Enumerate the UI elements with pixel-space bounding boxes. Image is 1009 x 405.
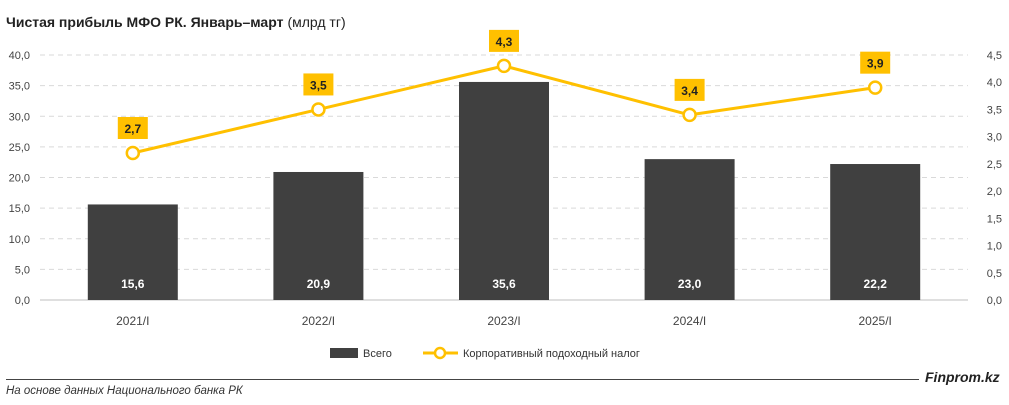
source-note: На основе данных Национального банка РК	[6, 385, 243, 397]
bar-value-label: 23,0	[678, 277, 702, 291]
y-right-tick-label: 2,5	[987, 159, 1002, 171]
line-point	[496, 58, 512, 74]
bar-value-label: 15,6	[121, 277, 145, 291]
chart-title: Чистая прибыль МФО РК. Январь–март (млрд …	[6, 14, 346, 30]
brand-logo-text: Finprom.kz	[925, 369, 1000, 385]
line-value-label-box	[674, 78, 705, 101]
x-tick-label: 2022/I	[302, 314, 335, 328]
line-point	[867, 80, 883, 95]
left-axis: 0,0 5,0 10,0 15,0 20,0 25,0 30,0 35,0 40,0	[9, 50, 30, 307]
y-left-tick-label: 5,0	[15, 264, 30, 276]
line-layer: 2,7 3,5 4,3 3,4 3,9	[117, 29, 891, 161]
legend-swatch-bar	[330, 348, 358, 358]
bar-value-label: 20,9	[307, 277, 331, 291]
y-left-tick-label: 10,0	[9, 234, 30, 246]
line-value-label-box	[860, 51, 891, 74]
y-left-tick-label: 20,0	[9, 173, 30, 185]
line-point	[682, 107, 697, 123]
bar	[273, 171, 364, 300]
y-left-tick-label: 25,0	[9, 142, 30, 154]
y-left-tick-label: 30,0	[9, 111, 30, 123]
line-value-label: 3,5	[310, 78, 327, 92]
legend-label-line: Корпоративный подоходный налог	[463, 348, 640, 360]
y-left-tick-label: 40,0	[9, 50, 30, 62]
y-left-tick-label: 15,0	[9, 203, 30, 215]
line-value-label: 2,7	[124, 122, 141, 136]
bar	[459, 81, 549, 300]
line-value-label-box	[303, 73, 334, 96]
line-value-label: 3,9	[867, 57, 884, 71]
x-tick-label: 2021/I	[116, 314, 149, 328]
y-right-tick-label: 4,5	[987, 50, 1002, 62]
bar	[87, 204, 178, 300]
line-value-label-box	[117, 117, 148, 139]
bar-value-label: 22,2	[864, 277, 888, 291]
y-right-tick-label: 0,5	[987, 268, 1002, 280]
legend-label-bar: Всего	[363, 348, 392, 360]
line-point	[125, 145, 141, 161]
x-axis: 2021/I 2022/I 2023/I 2024/I 2025/I	[116, 314, 892, 328]
bar	[830, 164, 921, 300]
chart-title-unit: (млрд тг)	[287, 14, 346, 30]
y-left-tick-label: 35,0	[9, 81, 30, 93]
line-value-label-box	[489, 29, 519, 52]
line-value-label: 3,4	[681, 84, 698, 98]
x-tick-label: 2023/I	[487, 314, 520, 328]
right-axis: 0,0 0,5 1,0 1,5 2,0 2,5 3,0 3,5 4,0 4,5	[987, 50, 1002, 307]
y-right-tick-label: 3,0	[987, 132, 1002, 144]
bar-value-label: 35,6	[492, 277, 516, 291]
bars-layer: 15,6 20,9 35,6 23,0 22,2	[87, 81, 921, 300]
y-right-tick-label: 2,0	[987, 186, 1002, 198]
y-right-tick-label: 1,0	[987, 241, 1002, 253]
y-right-tick-label: 4,0	[987, 77, 1002, 89]
x-tick-label: 2025/I	[859, 314, 892, 328]
legend: Всего Корпоративный подоходный налог	[330, 346, 640, 360]
bar	[644, 159, 735, 300]
chart-title-main: Чистая прибыль МФО РК. Январь–март	[6, 14, 284, 30]
y-right-tick-label: 3,5	[987, 104, 1002, 116]
y-left-tick-label: 0,0	[15, 295, 30, 307]
y-right-tick-label: 1,5	[987, 213, 1002, 225]
legend-swatch-marker	[433, 346, 447, 360]
line-point	[311, 102, 326, 117]
footer-divider	[6, 379, 919, 380]
y-right-tick-label: 0,0	[987, 295, 1002, 307]
x-tick-label: 2024/I	[673, 314, 706, 328]
line-value-label: 4,3	[496, 35, 513, 49]
